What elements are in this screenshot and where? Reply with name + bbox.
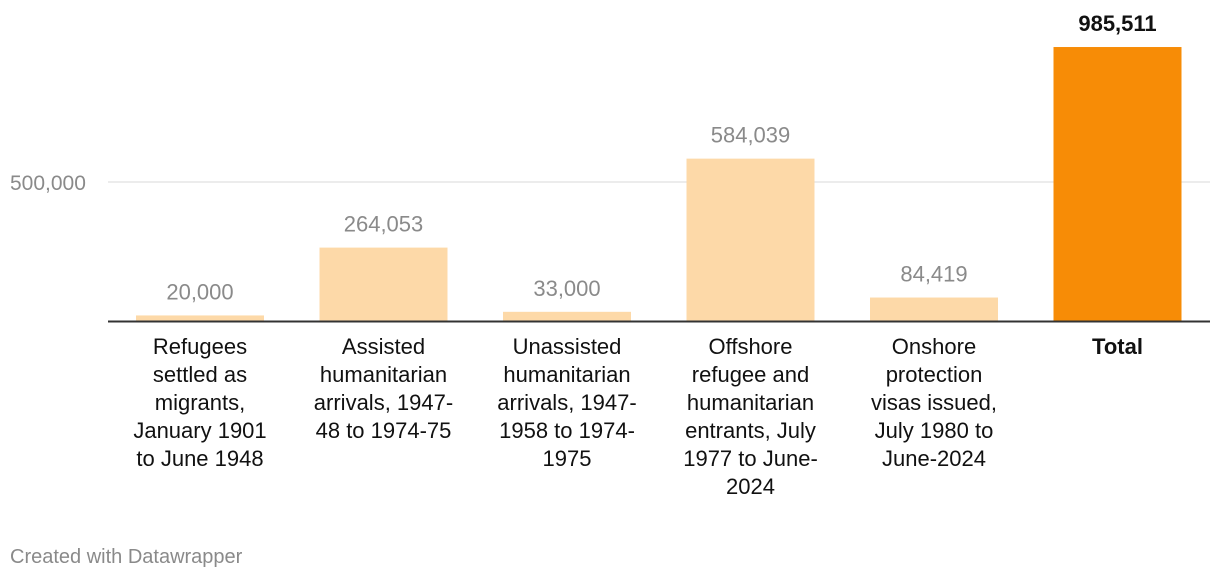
- bar-1: [319, 247, 448, 321]
- value-label-0: 20,000: [166, 279, 233, 304]
- category-label-0: Refugees settled as migrants, January 1901 t…: [133, 334, 266, 471]
- datawrapper-credit[interactable]: Created with Datawrapper: [10, 546, 243, 568]
- value-label-2: 33,000: [533, 276, 600, 301]
- value-label-5: 985,511: [1078, 11, 1156, 36]
- value-label-4: 84,419: [900, 262, 967, 287]
- category-label-3: Offshore refugee and humanitarian entrants,…: [683, 334, 818, 499]
- value-label-3: 584,039: [711, 123, 791, 148]
- category-label-1: Assisted humanitarian arrivals, 1947-48 to…: [314, 334, 453, 443]
- category-label-5: Total: [1092, 334, 1143, 359]
- bar-4: [870, 297, 998, 321]
- y-tick-label-0: 500,000: [10, 172, 86, 195]
- bar-2: [503, 311, 631, 321]
- category-label-2: Unassisted humanitarian arrivals, 1947-195…: [497, 334, 636, 471]
- category-label-4: Onshore protection visas issued, July 1980 …: [871, 334, 997, 471]
- bar-0: [136, 315, 264, 321]
- value-label-1: 264,053: [344, 212, 424, 237]
- bar-3: [686, 158, 815, 321]
- bar-5: [1053, 47, 1182, 321]
